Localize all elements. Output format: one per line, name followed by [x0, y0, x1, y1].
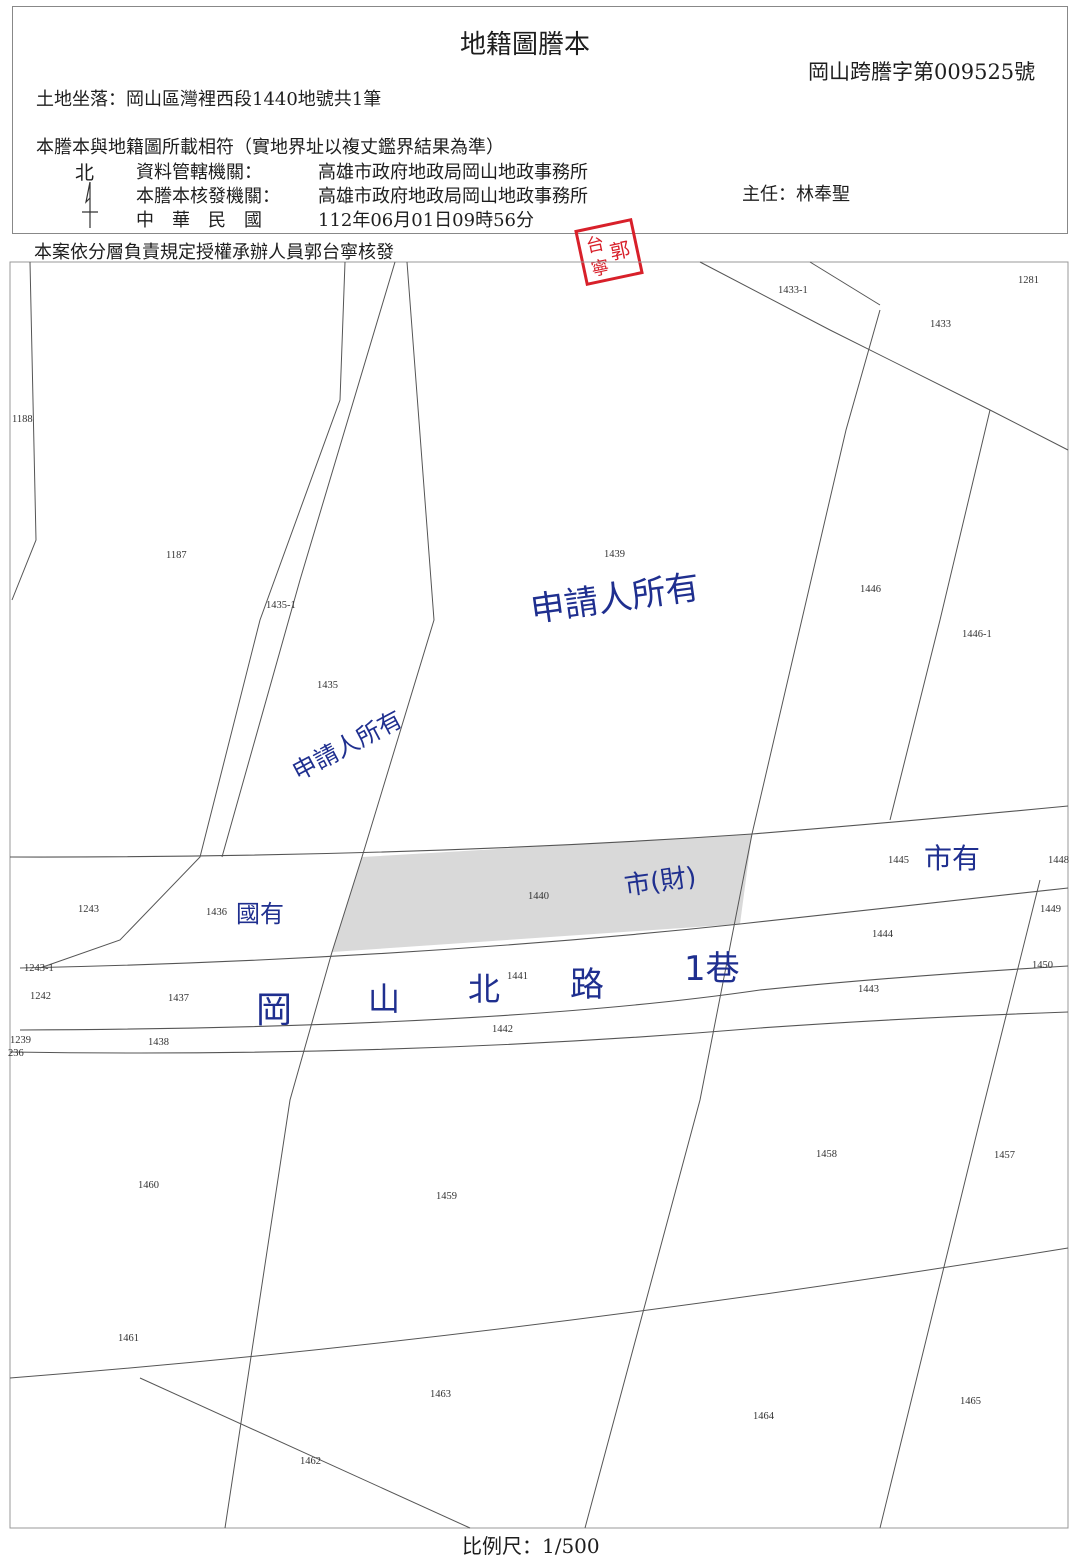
parcel-label: 1446-1 [962, 629, 992, 640]
parcel-label: 1465 [960, 1396, 981, 1407]
boundary-line [889, 409, 991, 821]
issue-date-label: 中 華 民 國 [136, 210, 262, 231]
handwritten-road-char-2: 山 [368, 980, 400, 1018]
handwritten-annotations: 申請人所有 申請人所有 國有 市有 市(財) 岡 山 北 路 1巷 [236, 567, 980, 1031]
parcel-label: 1281 [1018, 275, 1039, 286]
parcel-label: 1445 [888, 855, 909, 866]
boundary-line [39, 261, 346, 969]
parcel-label: 1443 [858, 984, 879, 995]
parcel-label: 1461 [118, 1333, 139, 1344]
parcel-label: 1435-1 [266, 600, 296, 611]
admin-authority-label: 資料管轄機關： [136, 162, 262, 183]
boundary-line [584, 309, 881, 1529]
chief-name: 主任：林奉聖 [742, 184, 850, 205]
boundary-line [9, 1247, 1069, 1379]
map-frame [9, 261, 1069, 1529]
parcel-labels: 1433-1 1281 1433 1188 1187 1439 1446 144… [8, 275, 1069, 1467]
parcel-label: 1459 [436, 1191, 457, 1202]
parcel-label: 1464 [753, 1411, 775, 1422]
road-edge-center-upper [19, 887, 1069, 969]
parcel-label: 236 [8, 1048, 24, 1059]
road-edge-north [9, 805, 1069, 858]
parcel-label: 1442 [492, 1024, 513, 1035]
parcel-label: 1433-1 [778, 285, 808, 296]
handwritten-owner-1439: 申請人所有 [528, 567, 702, 630]
handwritten-road-char-3: 北 [468, 970, 500, 1008]
parcel-label: 1463 [430, 1389, 451, 1400]
handwritten-owner-1435: 申請人所有 [288, 705, 407, 786]
certificate-header-box [12, 6, 1068, 234]
issuing-authority-value: 高雄市政府地政局岡山地政事務所 [318, 186, 588, 207]
parcel-label: 1439 [604, 549, 625, 560]
parcel-label: 1433 [930, 319, 951, 330]
north-arrow-icon [82, 181, 98, 228]
handwritten-state-owned: 國有 [236, 900, 284, 928]
boundary-line [224, 261, 435, 1529]
parcel-label: 1460 [138, 1180, 159, 1191]
boundary-line [699, 261, 1069, 451]
parcel-label: 1449 [1040, 904, 1061, 915]
boundary-line [11, 261, 37, 601]
parcel-label: 1435 [317, 680, 338, 691]
parcel-label: 1243 [78, 904, 99, 915]
parcel-1440-highlight [332, 834, 752, 952]
boundary-line [809, 261, 881, 306]
svg-text:郭: 郭 [608, 237, 633, 265]
parcel-label: 1188 [12, 414, 33, 425]
parcel-label: 1444 [872, 929, 894, 940]
parcel-label: 1242 [30, 991, 51, 1002]
road-edge-center-lower [19, 965, 1069, 1031]
svg-text:台: 台 [584, 233, 606, 257]
parcel-label: 1438 [148, 1037, 169, 1048]
document-title: 地籍圖謄本 [460, 30, 591, 60]
parcel-label: 1437 [168, 993, 189, 1004]
admin-authority-value: 高雄市政府地政局岡山地政事務所 [318, 162, 588, 183]
issuing-authority-label: 本謄本核發機關： [136, 186, 280, 207]
boundary-line [221, 261, 396, 858]
parcel-label: 1243-1 [24, 963, 54, 974]
parcel-label: 1450 [1032, 960, 1053, 971]
parcel-label: 1458 [816, 1149, 837, 1160]
certification-note: 本謄本與地籍圖所載相符（實地界址以複丈鑑界結果為準） [36, 137, 504, 158]
parcel-label: 1187 [166, 550, 187, 561]
authorization-note: 本案依分層負責規定授權承辦人員郭台寧核發 [34, 242, 394, 263]
parcel-label: 1446 [860, 584, 881, 595]
official-seal-stamp: 台 寧 郭 [572, 216, 645, 288]
map-scale: 比例尺：1/500 [462, 1534, 600, 1558]
handwritten-road-char-1: 岡 [256, 990, 292, 1031]
parcel-label: 1440 [528, 891, 549, 902]
parcel-label: 1448 [1048, 855, 1069, 866]
parcel-label: 1436 [206, 907, 227, 918]
handwritten-road-char-4: 路 [570, 965, 604, 1005]
parcel-label: 1441 [507, 971, 528, 982]
document-number: 岡山跨謄字第009525號 [808, 60, 1036, 84]
svg-text:寧: 寧 [589, 257, 611, 281]
parcel-label: 1462 [300, 1456, 321, 1467]
boundary-line [139, 1377, 471, 1529]
north-label: 北 [75, 162, 95, 184]
boundary-line [879, 879, 1041, 1529]
handwritten-city-owned: 市有 [924, 842, 980, 875]
handwritten-road-char-5: 1巷 [684, 949, 740, 989]
parcel-label: 1457 [994, 1150, 1015, 1161]
issue-date-value: 112年06月01日09時56分 [318, 210, 534, 231]
land-location: 土地坐落：岡山區灣裡西段1440地號共1筆 [36, 89, 382, 110]
road-edge-south [9, 1011, 1069, 1054]
parcel-label: 1239 [10, 1035, 31, 1046]
